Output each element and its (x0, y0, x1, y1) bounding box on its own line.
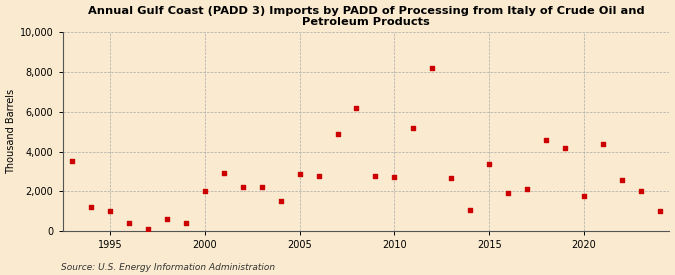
Point (408, 125, 418, 130)
Point (522, 187, 533, 192)
Point (541, 138, 551, 142)
Point (484, 162, 495, 167)
Point (294, 172, 305, 177)
Point (256, 185, 267, 189)
Point (124, 221, 134, 226)
Point (578, 194, 589, 199)
Point (427, 66, 438, 70)
Point (503, 191, 514, 196)
Title: Annual Gulf Coast (PADD 3) Imports by PADD of Processing from Italy of Crude Oil: Annual Gulf Coast (PADD 3) Imports by PA… (88, 6, 644, 27)
Point (446, 176, 457, 181)
Point (655, 209, 666, 213)
Point (199, 189, 210, 194)
Point (351, 106, 362, 110)
Point (67, 159, 78, 164)
Point (560, 145, 570, 150)
Point (597, 141, 608, 146)
Point (161, 217, 172, 221)
Point (636, 189, 647, 194)
Point (218, 171, 229, 176)
Y-axis label: Thousand Barrels: Thousand Barrels (5, 89, 16, 174)
Point (275, 199, 286, 204)
Point (105, 209, 115, 213)
Point (389, 175, 400, 180)
Point (370, 174, 381, 179)
Point (86, 205, 97, 210)
Point (238, 185, 248, 189)
Point (332, 131, 343, 136)
Point (142, 227, 153, 231)
Point (465, 208, 476, 213)
Point (617, 178, 628, 183)
Text: Source: U.S. Energy Information Administration: Source: U.S. Energy Information Administ… (61, 263, 275, 272)
Point (180, 221, 191, 226)
Point (313, 174, 324, 179)
